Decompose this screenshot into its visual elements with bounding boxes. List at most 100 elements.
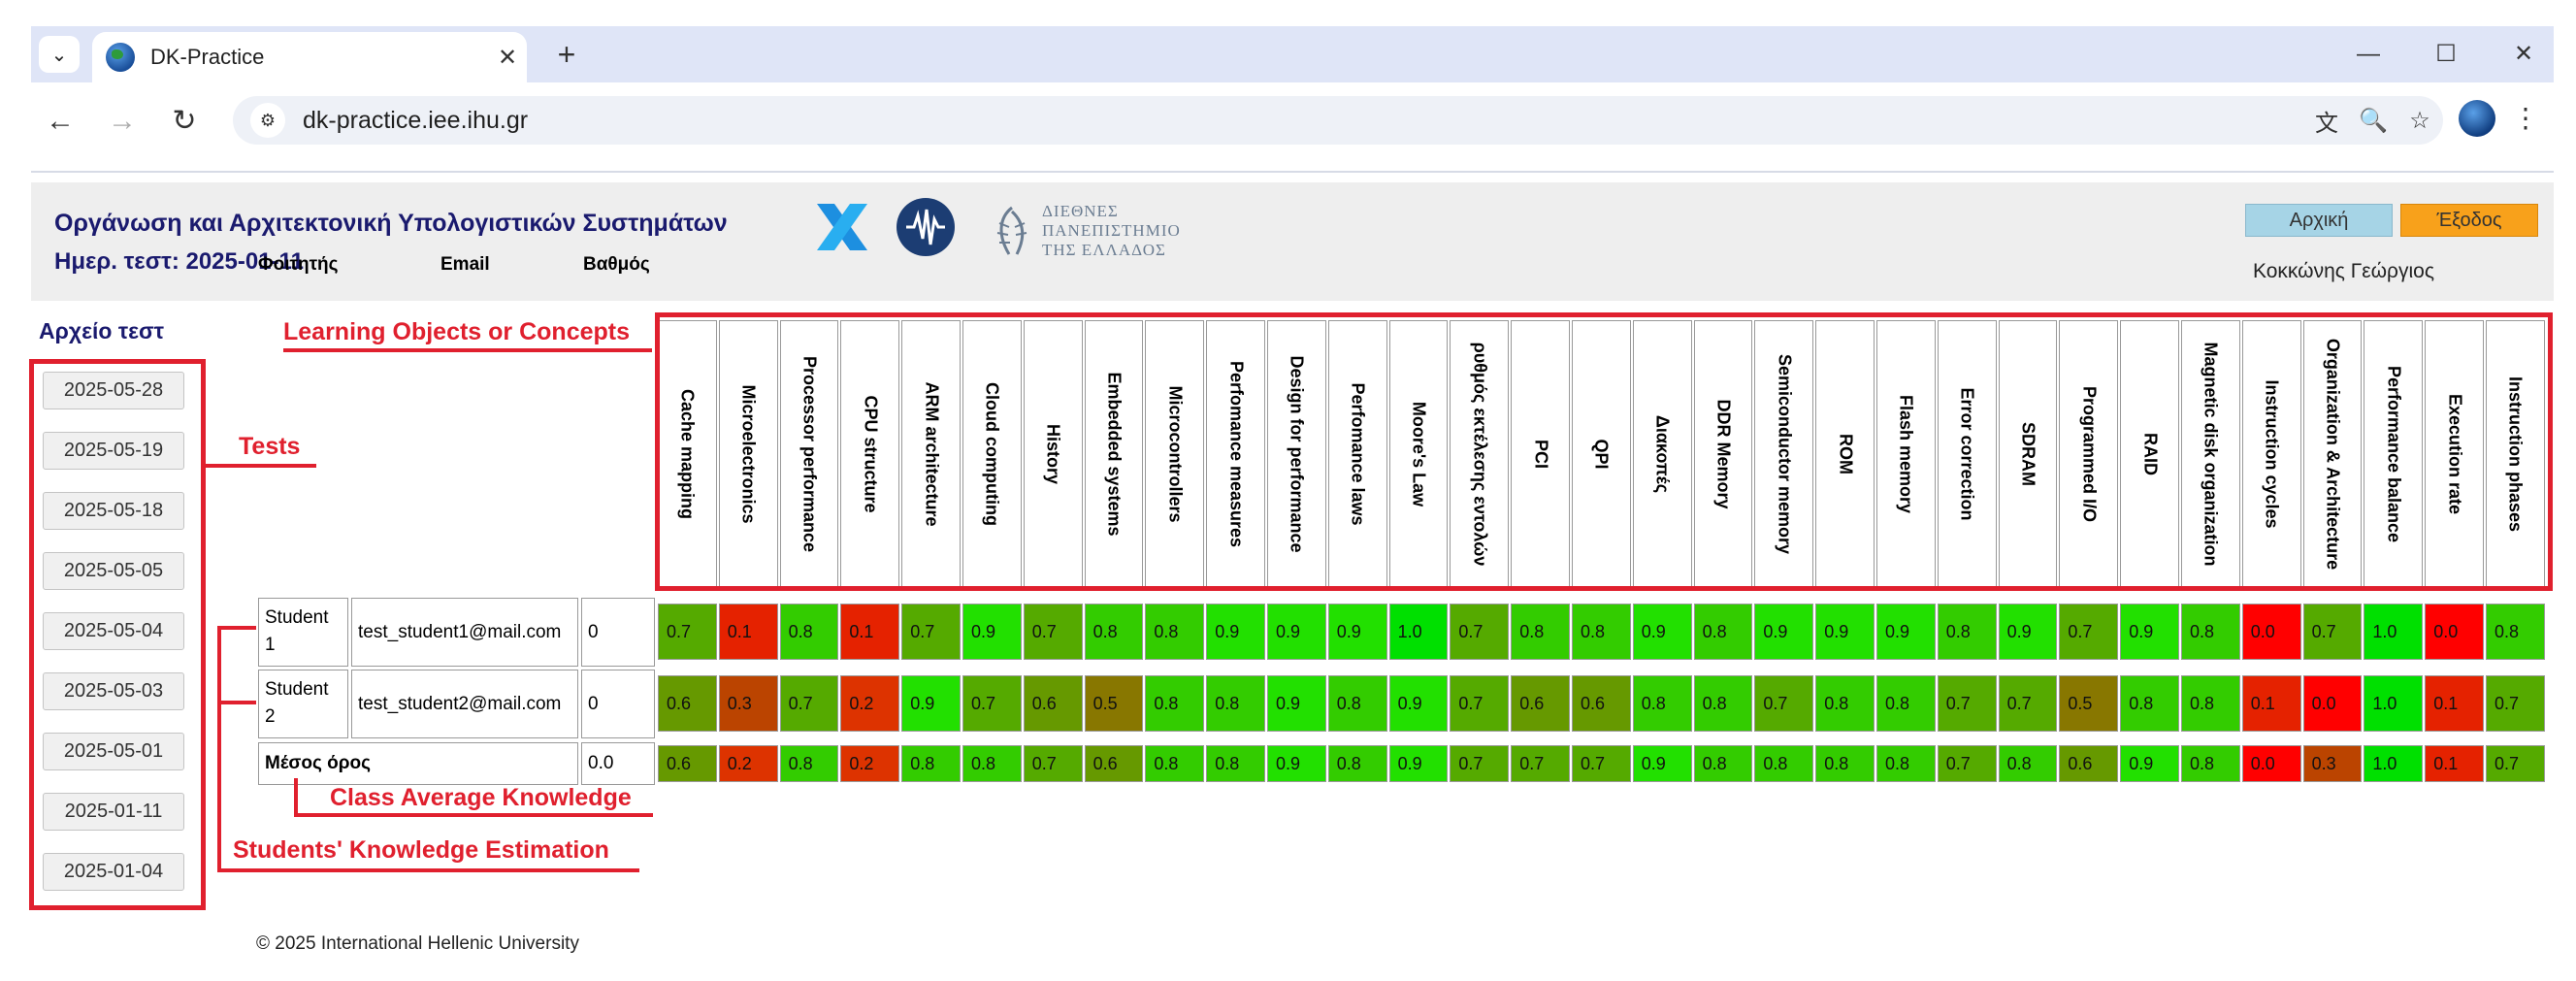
knowledge-cell: 0.8	[1998, 745, 2058, 782]
browser-tab[interactable]: DK-Practice ✕	[92, 32, 527, 82]
signal-logo-icon	[897, 198, 955, 256]
knowledge-cell: 0.8	[1815, 745, 1875, 782]
knowledge-cell: 0.0	[2241, 604, 2301, 660]
browser-toolbar: ← → ↻ ⚙ dk-practice.iee.ihu.gr 文 🔍 ☆ ⋮	[31, 82, 2554, 158]
translate-icon[interactable]: 文	[2315, 110, 2338, 137]
knowledge-cell: 0.8	[1206, 675, 1265, 732]
average-annotation-pointer	[294, 778, 298, 815]
concept-header: Moore's Law	[1388, 320, 1449, 588]
student-email: test_student2@mail.com	[351, 670, 578, 738]
bookmark-star-icon[interactable]: ☆	[2409, 107, 2430, 134]
ihu-logo-line: ΤΗΣ ΕΛΛΑΔΟΣ	[1042, 241, 1166, 259]
window-close-icon[interactable]: ✕	[2513, 41, 2534, 67]
concept-header: Semiconductor memory	[1754, 320, 1814, 588]
page-header: Οργάνωση και Αρχιτεκτονική Υπολογιστικών…	[31, 182, 2554, 301]
test-date-button[interactable]: 2025-01-11	[43, 793, 184, 831]
concept-header: CPU structure	[840, 320, 900, 588]
students-annotation-underline	[217, 868, 639, 872]
tab-close-icon[interactable]: ✕	[497, 44, 518, 71]
knowledge-cell: 0.7	[1572, 745, 1631, 782]
knowledge-cell: 0.2	[840, 745, 900, 782]
knowledge-cell: 1.0	[1388, 604, 1449, 660]
browser-tab-bar: ⌄ DK-Practice ✕ + — ☐ ✕	[31, 26, 2554, 82]
knowledge-cell: 0.7	[2302, 604, 2363, 660]
browser-menu-icon[interactable]: ⋮	[2512, 103, 2539, 133]
concepts-annotation-label: Learning Objects or Concepts	[283, 318, 631, 345]
logout-button[interactable]: Έξοδος	[2400, 204, 2538, 237]
test-date-button[interactable]: 2025-01-04	[43, 853, 184, 891]
concept-header: RAID	[2120, 320, 2179, 588]
concept-header: Design for performance	[1267, 320, 1326, 588]
tests-annotation-label: Tests	[239, 433, 301, 460]
knowledge-cell: 0.1	[2425, 675, 2484, 732]
test-date-button[interactable]: 2025-05-01	[43, 733, 184, 770]
knowledge-cell: 0.8	[1876, 745, 1936, 782]
concept-header: QPI	[1572, 320, 1631, 588]
knowledge-cell: 0.3	[718, 675, 778, 732]
knowledge-cell: 0.8	[779, 604, 839, 660]
average-annotation-underline	[294, 813, 653, 817]
knowledge-cell: 0.8	[1937, 604, 1997, 660]
students-annotation-tick	[217, 626, 256, 630]
knowledge-cell: 0.2	[840, 675, 900, 732]
knowledge-cell: 0.8	[1693, 675, 1753, 732]
knowledge-cell: 0.1	[840, 604, 900, 660]
test-date-button[interactable]: 2025-05-03	[43, 672, 184, 710]
test-date: Ημερ. τεστ: 2025-01-11	[54, 248, 304, 275]
knowledge-cell: 0.9	[1754, 604, 1814, 660]
student-name: Student 2	[258, 670, 348, 738]
knowledge-cell: 0.8	[2181, 604, 2240, 660]
new-tab-button[interactable]: +	[557, 37, 576, 72]
knowledge-cell: 0.7	[1450, 604, 1510, 660]
concept-header: SDRAM	[1998, 320, 2058, 588]
knowledge-cell: 0.9	[1388, 675, 1449, 732]
knowledge-cell: 0.8	[1754, 745, 1814, 782]
knowledge-cell: 0.7	[1754, 675, 1814, 732]
knowledge-cell: 0.9	[1327, 604, 1387, 660]
reload-icon[interactable]: ↻	[172, 105, 197, 137]
knowledge-cell: 0.9	[1632, 604, 1692, 660]
tab-search-dropdown-button[interactable]: ⌄	[39, 36, 80, 73]
maximize-icon[interactable]: ☐	[2435, 41, 2457, 67]
test-date-button[interactable]: 2025-05-18	[43, 492, 184, 530]
knowledge-cell: 0.6	[1084, 745, 1144, 782]
knowledge-cell: 0.6	[1023, 675, 1083, 732]
concept-header: Cache mapping	[658, 320, 717, 588]
site-info-icon[interactable]: ⚙	[250, 103, 285, 138]
back-icon[interactable]: ←	[46, 105, 75, 137]
test-date-button[interactable]: 2025-05-05	[43, 552, 184, 590]
course-title: Οργάνωση και Αρχιτεκτονική Υπολογιστικών…	[54, 210, 728, 237]
forward-icon[interactable]: →	[108, 105, 137, 137]
concept-header: Microelectronics	[718, 320, 778, 588]
knowledge-cell: 0.7	[779, 675, 839, 732]
test-date-button[interactable]: 2025-05-19	[43, 432, 184, 470]
knowledge-cell: 0.9	[1815, 604, 1875, 660]
zoom-out-icon[interactable]: 🔍	[2359, 107, 2388, 134]
knowledge-cell: 0.5	[2059, 675, 2119, 732]
knowledge-cell: 0.7	[2486, 675, 2545, 732]
profile-avatar-icon[interactable]	[2459, 100, 2495, 137]
concept-header: DDR Memory	[1693, 320, 1753, 588]
minimize-icon[interactable]: —	[2357, 41, 2380, 67]
address-bar[interactable]: ⚙ dk-practice.iee.ihu.gr 文 🔍 ☆	[233, 96, 2443, 145]
knowledge-cell: 0.7	[1937, 745, 1997, 782]
knowledge-cell: 0.7	[901, 604, 961, 660]
knowledge-cell: 0.8	[901, 745, 961, 782]
ihu-emblem-icon	[996, 206, 1027, 255]
student-email: test_student1@mail.com	[351, 598, 578, 667]
address-url[interactable]: dk-practice.iee.ihu.gr	[303, 106, 529, 134]
knowledge-cell: 0.7	[1937, 675, 1997, 732]
concept-header: Instruction cycles	[2241, 320, 2301, 588]
concept-header: Διακοπές	[1632, 320, 1692, 588]
knowledge-cell: 0.8	[2486, 604, 2545, 660]
knowledge-cell: 0.9	[901, 675, 961, 732]
test-date-button[interactable]: 2025-05-28	[43, 372, 184, 409]
test-date-button[interactable]: 2025-05-04	[43, 612, 184, 650]
knowledge-cell: 0.3	[2302, 745, 2363, 782]
knowledge-cell: 0.2	[718, 745, 778, 782]
concept-header: Flash memory	[1876, 320, 1936, 588]
home-button[interactable]: Αρχική	[2245, 204, 2393, 237]
knowledge-cell: 0.9	[1632, 745, 1692, 782]
knowledge-cell: 0.9	[2120, 745, 2179, 782]
knowledge-cell: 0.8	[1876, 675, 1936, 732]
